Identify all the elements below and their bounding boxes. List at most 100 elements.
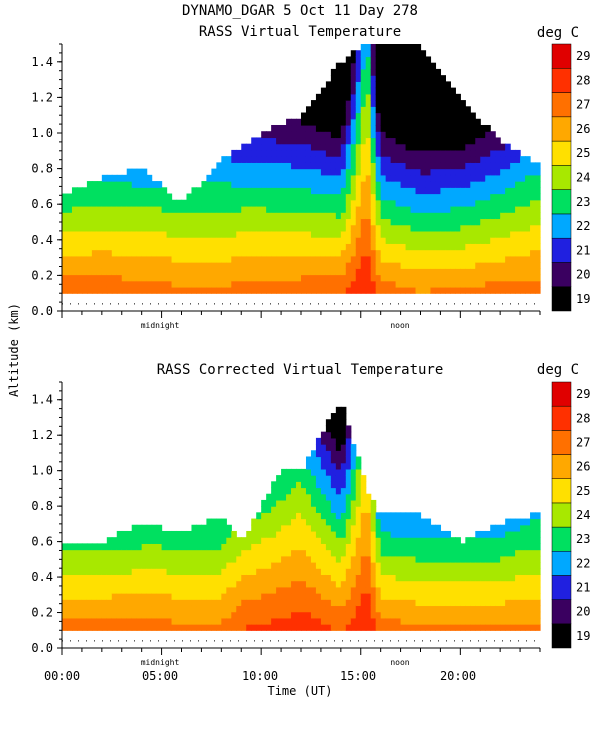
- heatmap-cell: [266, 561, 272, 569]
- heatmap-cell: [425, 518, 432, 526]
- heatmap-cell: [495, 149, 501, 157]
- heatmap-layer: [62, 44, 541, 294]
- heatmap-cell: [211, 599, 217, 607]
- heatmap-cell: [355, 118, 362, 126]
- heatmap-cell: [350, 237, 357, 244]
- heatmap-cell: [500, 143, 506, 151]
- heatmap-cell: [425, 181, 432, 188]
- heatmap-cell: [515, 580, 521, 588]
- heatmap-cell: [146, 205, 153, 213]
- heatmap-cell: [62, 243, 68, 251]
- heatmap-cell: [305, 118, 312, 126]
- heatmap-cell: [345, 599, 352, 607]
- heatmap-cell: [510, 168, 516, 176]
- heatmap-cell: [445, 605, 451, 613]
- heatmap-cell: [485, 543, 491, 551]
- heatmap-cell: [271, 230, 277, 238]
- heatmap-cell: [520, 574, 526, 582]
- heatmap-cell: [370, 512, 377, 520]
- heatmap-cell: [86, 212, 93, 220]
- heatmap-cell: [261, 524, 267, 532]
- heatmap-cell: [365, 237, 372, 244]
- heatmap-cell: [410, 93, 417, 101]
- heatmap-cell: [286, 512, 292, 520]
- heatmap-cell: [350, 156, 357, 163]
- heatmap-cell: [146, 605, 153, 613]
- heatmap-cell: [370, 574, 377, 582]
- heatmap-cell: [62, 249, 68, 257]
- heatmap-cell: [370, 137, 377, 145]
- heatmap-cell: [310, 605, 317, 613]
- heatmap-cell: [116, 187, 123, 195]
- heatmap-cell: [345, 431, 352, 439]
- heatmap-cell: [425, 286, 432, 294]
- heatmap-cell: [176, 549, 183, 557]
- heatmap-cell: [131, 230, 138, 238]
- heatmap-cell: [395, 605, 402, 613]
- heatmap-cell: [281, 274, 287, 282]
- heatmap-cell: [271, 580, 277, 588]
- heatmap-cell: [276, 124, 282, 132]
- heatmap-cell: [430, 205, 437, 213]
- heatmap-cell: [360, 81, 367, 89]
- heatmap-cell: [525, 543, 531, 551]
- heatmap-cell: [261, 624, 267, 631]
- heatmap-cell: [301, 137, 307, 145]
- heatmap-cell: [101, 181, 108, 188]
- heatmap-cell: [261, 518, 267, 526]
- heatmap-cell: [500, 280, 506, 288]
- heatmap-cell: [266, 518, 272, 526]
- heatmap-cell: [236, 580, 242, 588]
- heatmap-cell: [151, 199, 158, 207]
- heatmap-cell: [216, 555, 222, 563]
- heatmap-cell: [261, 512, 267, 520]
- heatmap-cell: [345, 450, 352, 458]
- heatmap-cell: [425, 586, 432, 594]
- heatmap-cell: [450, 118, 456, 126]
- heatmap-cell: [101, 249, 108, 257]
- heatmap-cell: [430, 187, 437, 195]
- heatmap-cell: [455, 205, 461, 213]
- heatmap-cell: [370, 524, 377, 532]
- heatmap-cell: [325, 487, 332, 495]
- heatmap-cell: [340, 156, 347, 163]
- heatmap-cell: [236, 611, 242, 619]
- heatmap-cell: [440, 143, 446, 151]
- heatmap-cell: [241, 174, 247, 182]
- heatmap-cell: [525, 286, 531, 294]
- heatmap-cell: [405, 68, 412, 76]
- heatmap-cell: [365, 174, 372, 182]
- heatmap-cell: [256, 224, 262, 232]
- heatmap-cell: [126, 280, 133, 288]
- heatmap-cell: [335, 124, 342, 132]
- heatmap-cell: [495, 549, 501, 557]
- heatmap-cell: [455, 100, 461, 107]
- heatmap-cell: [101, 237, 108, 244]
- heatmap-cell: [405, 537, 412, 544]
- heatmap-cell: [415, 524, 422, 532]
- heatmap-cell: [360, 518, 367, 526]
- heatmap-cell: [216, 255, 222, 263]
- heatmap-cell: [470, 124, 476, 132]
- heatmap-cell: [390, 100, 397, 107]
- heatmap-cell: [310, 286, 317, 294]
- heatmap-cell: [520, 181, 526, 188]
- heatmap-cell: [525, 193, 531, 201]
- heatmap-cell: [425, 168, 432, 176]
- heatmap-cell: [505, 274, 511, 282]
- heatmap-cell: [325, 230, 332, 238]
- heatmap-cell: [535, 237, 541, 244]
- heatmap-cell: [490, 230, 496, 238]
- heatmap-cell: [315, 143, 322, 151]
- heatmap-cell: [96, 255, 103, 263]
- heatmap-cell: [146, 549, 153, 557]
- heatmap-cell: [116, 193, 123, 201]
- heatmap-cell: [106, 593, 113, 600]
- heatmap-cell: [320, 218, 327, 226]
- heatmap-cell: [485, 143, 491, 151]
- heatmap-cell: [315, 205, 322, 213]
- heatmap-cell: [305, 255, 312, 263]
- heatmap-cell: [365, 205, 372, 213]
- heatmap-cell: [291, 237, 297, 244]
- heatmap-cell: [405, 181, 412, 188]
